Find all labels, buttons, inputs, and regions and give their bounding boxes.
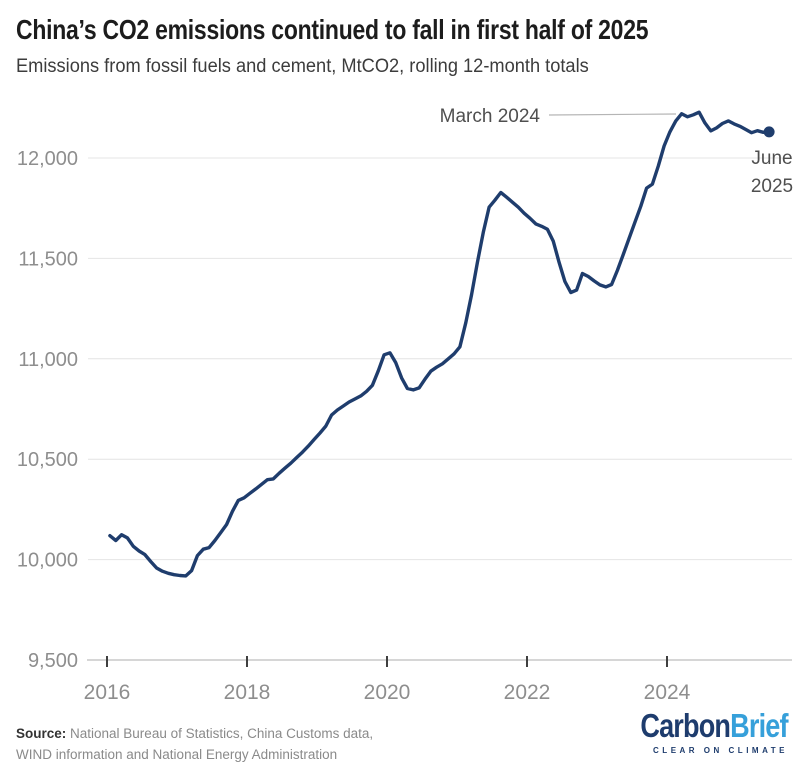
source-text-1: National Bureau of Statistics, China Cus…	[66, 726, 374, 741]
emissions-line-chart: 9,500 10,000 10,500 11,000 11,500 12,000 2016 2…	[17, 106, 793, 704]
y-axis-tick-label: 11,000	[18, 349, 78, 371]
emissions-line	[108, 110, 771, 578]
y-axis-tick-label: 12,000	[17, 148, 78, 170]
logo-wordmark: CarbonBrief	[640, 706, 789, 746]
annotation-leader-line	[548, 113, 677, 116]
logo-tagline: CLEAR ON CLIMATE	[653, 745, 788, 755]
annotation-june-2025: June	[751, 148, 792, 169]
x-axis-tick-label: 2022	[504, 681, 551, 704]
logo-brief: Brief	[730, 707, 788, 744]
carbonbrief-logo: CarbonBrief CLEAR ON CLIMATE	[608, 706, 789, 755]
page-title: China’s CO2 emissions continued to fall …	[16, 14, 649, 45]
source-line-1: Source: National Bureau of Statistics, C…	[16, 724, 373, 745]
page-subtitle: Emissions from fossil fuels and cement, …	[16, 56, 589, 77]
y-axis-tick-label: 10,500	[17, 449, 78, 471]
y-axis-tick-label: 9,500	[28, 650, 78, 672]
x-axis-tick-label: 2024	[644, 681, 691, 704]
end-point-marker	[763, 126, 775, 138]
source-text-2: WIND information and National Energy Adm…	[16, 746, 338, 762]
source-note: Source: National Bureau of Statistics, C…	[16, 724, 373, 766]
annotation-june-2025: 2025	[751, 176, 793, 197]
source-label: Source:	[16, 726, 67, 741]
y-axis-tick-label: 10,000	[17, 550, 78, 572]
annotation-march-2024: March 2024	[440, 106, 541, 127]
x-axis-tick-label: 2018	[224, 681, 271, 704]
logo-carbon: Carbon	[640, 707, 732, 744]
y-axis-tick-label: 11,500	[18, 248, 78, 270]
x-axis-tick-label: 2016	[84, 681, 131, 704]
x-axis-tick-label: 2020	[364, 681, 411, 704]
